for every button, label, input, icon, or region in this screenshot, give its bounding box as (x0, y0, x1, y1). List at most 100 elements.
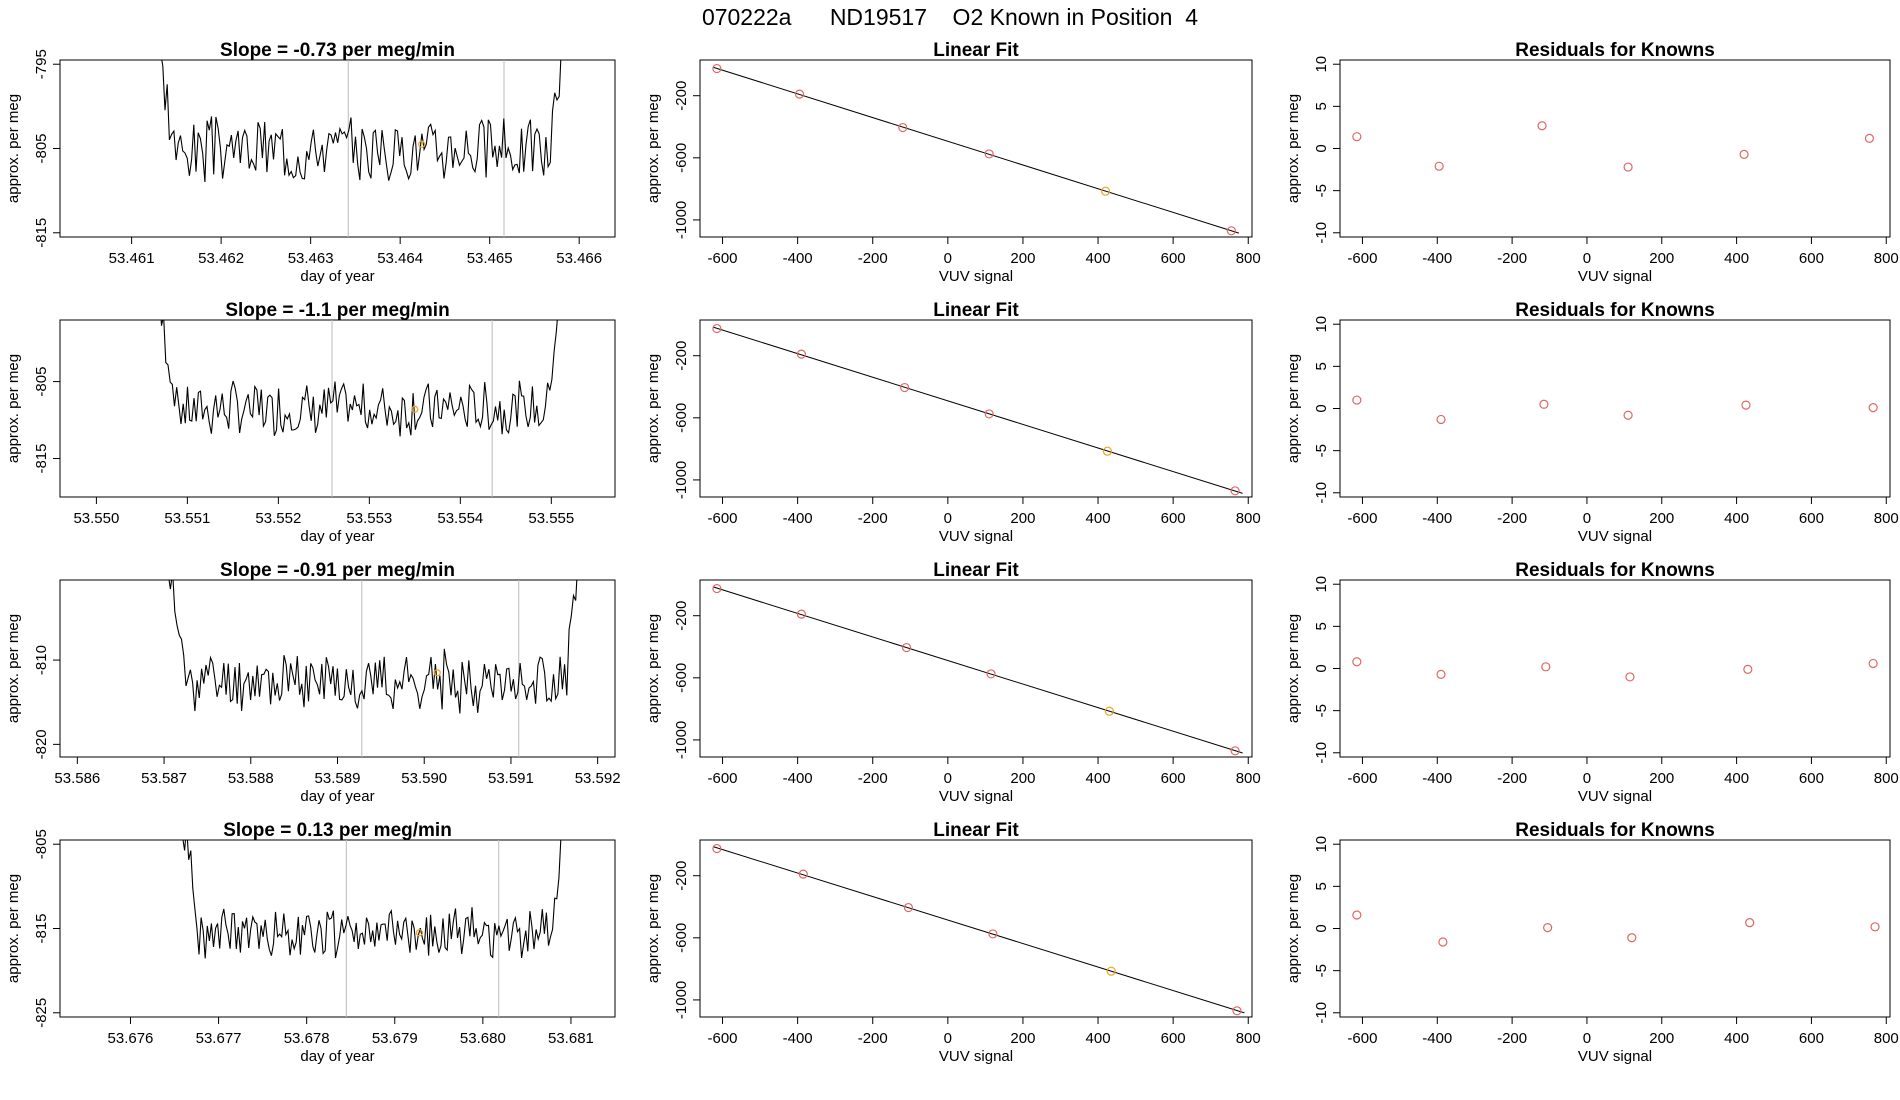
data-point (712, 843, 722, 854)
x-tick-label: -600 (1347, 770, 1377, 787)
highlight-marker (433, 669, 441, 677)
x-tick-label: 800 (1236, 1030, 1261, 1047)
x-tick-label: -200 (1497, 250, 1527, 267)
x-tick-label: 800 (1874, 250, 1899, 267)
x-tick-label: 600 (1161, 250, 1186, 267)
x-tick-label: 53.554 (437, 510, 483, 527)
x-axis-label: day of year (300, 1048, 374, 1065)
data-point (1745, 917, 1755, 928)
y-tick-label: 10 (1313, 836, 1330, 853)
plot-frame (699, 319, 1253, 498)
panel-title: Residuals for Knowns (1515, 300, 1715, 321)
data-point (1868, 658, 1878, 669)
y-axis-label: approx. per meg (1285, 614, 1302, 723)
x-tick-label: 53.677 (196, 1030, 242, 1047)
x-tick-label: 200 (1649, 250, 1674, 267)
plot-frame (1339, 579, 1891, 758)
data-point (1100, 186, 1111, 196)
y-tick-label: 10 (1313, 576, 1330, 593)
data-point (1232, 1006, 1242, 1016)
y-tick-label: -10 (1313, 1002, 1330, 1024)
x-tick-label: 53.550 (73, 510, 119, 527)
data-point (988, 929, 998, 939)
x-tick-label: 600 (1799, 1030, 1824, 1047)
x-tick-label: 800 (1236, 510, 1261, 527)
y-axis-label: approx. per meg (645, 614, 662, 723)
data-point (900, 382, 910, 393)
x-tick-label: 0 (944, 770, 952, 787)
y-tick-label: 0 (1313, 924, 1330, 932)
data-point (1352, 657, 1362, 667)
y-tick-label: -795 (33, 49, 50, 79)
panel-trace-row0: Slope = -0.73 per meg/min 53.461 53.462 53.… (5, 40, 616, 285)
plot-frame (1339, 319, 1891, 498)
y-tick-label: -600 (673, 143, 690, 173)
x-tick-label: -400 (783, 510, 813, 527)
x-tick-label: 53.555 (528, 510, 574, 527)
data-point (1226, 226, 1236, 236)
y-tick-label: 10 (1313, 316, 1330, 333)
data-point (1438, 937, 1448, 947)
x-tick-label: 53.591 (488, 770, 534, 787)
x-tick-label: -600 (708, 1030, 738, 1047)
x-axis-label: day of year (300, 788, 374, 805)
y-tick-label: -1000 (673, 461, 690, 499)
y-axis-label: approx. per meg (645, 94, 662, 203)
panel-title: Linear Fit (933, 40, 1019, 61)
x-axis-label: day of year (300, 528, 374, 545)
plot-frame (699, 59, 1253, 238)
x-tick-label: 53.681 (548, 1030, 594, 1047)
x-tick-label: 0 (944, 1030, 952, 1047)
highlight-marker (418, 140, 426, 148)
y-tick-label: -200 (673, 341, 690, 371)
x-tick-label: 600 (1799, 510, 1824, 527)
y-tick-label: -5 (1313, 964, 1330, 977)
data-point (712, 583, 722, 594)
x-tick-label: 200 (1649, 1030, 1674, 1047)
x-tick-label: 400 (1724, 250, 1749, 267)
x-axis-label: VUV signal (1578, 788, 1652, 805)
x-tick-label: 0 (944, 250, 952, 267)
data-point (1436, 414, 1446, 425)
data-point (984, 409, 994, 419)
x-tick-label: 53.466 (556, 250, 602, 267)
x-tick-label: 0 (1583, 1030, 1591, 1047)
x-tick-label: 53.587 (141, 770, 187, 787)
x-axis-label: VUV signal (1578, 268, 1652, 285)
data-point (712, 323, 722, 334)
data-point (1741, 400, 1751, 410)
x-tick-label: 53.553 (346, 510, 392, 527)
y-tick-label: -810 (33, 645, 50, 675)
data-point (1230, 746, 1240, 756)
fit-line (712, 586, 1243, 754)
x-tick-label: -400 (1422, 1030, 1452, 1047)
data-point (798, 869, 808, 879)
x-tick-label: -200 (858, 770, 888, 787)
y-tick-label: -600 (673, 403, 690, 433)
fit-line (712, 66, 1240, 234)
x-tick-label: 53.679 (372, 1030, 418, 1047)
y-tick-label: -10 (1313, 742, 1330, 764)
x-tick-label: 800 (1236, 770, 1261, 787)
x-axis-label: VUV signal (939, 268, 1013, 285)
x-tick-label: 53.590 (401, 770, 447, 787)
data-point (1352, 395, 1362, 405)
x-tick-label: 53.462 (198, 250, 244, 267)
panel-trace-row3: Slope = 0.13 per meg/min 53.676 53.677 53.6… (5, 820, 616, 1065)
x-tick-label: 400 (1086, 770, 1111, 787)
panel-title: Linear Fit (933, 300, 1019, 321)
x-tick-label: 53.461 (109, 250, 155, 267)
highlight-marker (411, 405, 419, 413)
x-tick-label: -400 (1422, 770, 1452, 787)
x-tick-label: -400 (783, 250, 813, 267)
data-point (794, 89, 805, 99)
y-axis-label: approx. per meg (645, 874, 662, 983)
x-tick-label: 200 (1010, 250, 1035, 267)
y-tick-label: -5 (1313, 704, 1330, 717)
y-axis-label: approx. per meg (5, 354, 22, 463)
fit-line (712, 846, 1245, 1014)
plot-frame (1339, 839, 1891, 1018)
y-tick-label: -1000 (673, 721, 690, 759)
